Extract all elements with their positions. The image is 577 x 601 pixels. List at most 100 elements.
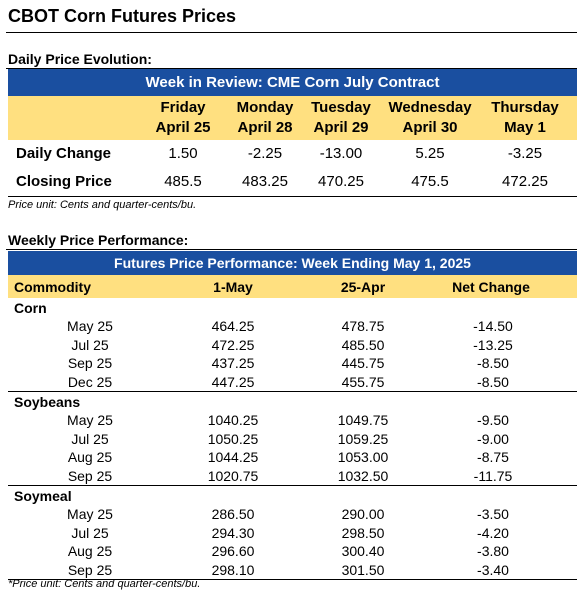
table-cell: 437.25 bbox=[211, 355, 255, 371]
table-cell: -3.40 bbox=[477, 561, 509, 578]
table-cell: 455.75 bbox=[341, 373, 385, 390]
day-header: Thursday May 1 bbox=[491, 99, 559, 136]
group-divider bbox=[8, 485, 577, 486]
daily-table-banner: Week in Review: CME Corn July Contract bbox=[8, 69, 577, 96]
weekly-table-banner: Futures Price Performance: Week Ending M… bbox=[8, 251, 577, 275]
table-row: Jul 25 1050.25 1059.25 -9.00 bbox=[8, 430, 577, 449]
table-cell: -2.25 bbox=[247, 145, 283, 162]
weekly-section-label: Weekly Price Performance: bbox=[8, 232, 189, 248]
table-cell: 5.25 bbox=[415, 145, 445, 162]
title-divider bbox=[6, 32, 577, 33]
table-cell: 286.50 bbox=[211, 506, 255, 522]
table-cell: -8.75 bbox=[477, 449, 509, 465]
daily-change-row: Daily Change 1.50 -2.25 -13.00 5.25 -3.2… bbox=[8, 140, 577, 168]
table-cell: -13.00 bbox=[319, 145, 363, 162]
table-cell: -3.50 bbox=[477, 506, 509, 522]
table-cell: -4.20 bbox=[477, 524, 509, 541]
day-header: Tuesday April 29 bbox=[311, 99, 371, 136]
day-header: Monday April 28 bbox=[236, 99, 294, 136]
table-cell: 1053.00 bbox=[337, 449, 389, 465]
table-cell: Sep 25 bbox=[67, 467, 113, 484]
table-cell: 296.60 bbox=[211, 543, 255, 559]
page-title: CBOT Corn Futures Prices bbox=[8, 6, 237, 26]
table-cell: 445.75 bbox=[341, 355, 385, 371]
table-cell: -13.25 bbox=[473, 336, 513, 353]
table-cell: -9.00 bbox=[477, 430, 509, 447]
table-cell: -3.25 bbox=[507, 145, 543, 162]
table-row: Sep 25 1020.75 1032.50 -11.75 bbox=[8, 467, 577, 486]
group-label-corn: Corn bbox=[14, 300, 47, 316]
daily-price-table: Week in Review: CME Corn July Contract F… bbox=[8, 69, 577, 197]
table-cell: 472.25 bbox=[502, 173, 548, 190]
table-cell: 447.25 bbox=[211, 373, 255, 390]
table-row: Sep 25 437.25 445.75 -8.50 bbox=[8, 354, 577, 373]
daily-section-divider bbox=[6, 68, 577, 69]
weekly-price-unit-note: *Price unit: Cents and quarter-cents/bu. bbox=[8, 578, 201, 590]
table-cell: 1.50 bbox=[168, 145, 198, 162]
daily-section-label: Daily Price Evolution: bbox=[8, 51, 152, 67]
table-cell: 1044.25 bbox=[207, 449, 259, 465]
table-cell: -3.80 bbox=[477, 543, 509, 559]
group-label-soybeans: Soybeans bbox=[14, 394, 81, 410]
table-row: Jul 25 472.25 485.50 -13.25 bbox=[8, 336, 577, 355]
table-cell: 301.50 bbox=[341, 561, 385, 578]
table-cell: -9.50 bbox=[477, 412, 509, 428]
table-cell: 483.25 bbox=[242, 173, 288, 190]
table-cell: 1040.25 bbox=[207, 412, 259, 428]
table-bottom-rule bbox=[8, 579, 577, 580]
table-cell: 470.25 bbox=[318, 173, 364, 190]
table-cell: May 25 bbox=[67, 506, 113, 522]
table-cell: Sep 25 bbox=[67, 355, 113, 371]
table-row: May 25 286.50 290.00 -3.50 bbox=[8, 505, 577, 524]
table-cell: 290.00 bbox=[341, 506, 385, 522]
table-cell: -14.50 bbox=[473, 318, 513, 334]
table-cell: 464.25 bbox=[211, 318, 255, 334]
table-cell: 298.50 bbox=[341, 524, 385, 541]
table-cell: -11.75 bbox=[473, 467, 513, 484]
table-row: Aug 25 296.60 300.40 -3.80 bbox=[8, 542, 577, 561]
table-cell: 1049.75 bbox=[337, 412, 389, 428]
weekly-performance-table: Futures Price Performance: Week Ending M… bbox=[8, 251, 577, 580]
table-cell: 1059.25 bbox=[337, 430, 389, 447]
table-cell: Dec 25 bbox=[67, 373, 113, 390]
table-cell: Aug 25 bbox=[67, 543, 113, 559]
day-header: Friday April 25 bbox=[155, 99, 211, 136]
table-cell: Aug 25 bbox=[67, 449, 113, 465]
table-cell: 485.50 bbox=[341, 336, 385, 353]
table-cell: May 25 bbox=[67, 412, 113, 428]
table-cell: 485.5 bbox=[164, 173, 202, 190]
table-cell: 300.40 bbox=[341, 543, 385, 559]
weekly-table-header: Commodity 1-May 25-Apr Net Change bbox=[8, 275, 577, 298]
column-header: Net Change bbox=[452, 279, 530, 295]
table-cell: -8.50 bbox=[477, 355, 509, 371]
table-row: Dec 25 447.25 455.75 -8.50 bbox=[8, 373, 577, 392]
daily-table-header: Friday April 25 Monday April 28 Tuesday … bbox=[8, 96, 577, 140]
group-label-soymeal: Soymeal bbox=[14, 488, 72, 504]
table-cell: Sep 25 bbox=[67, 561, 113, 578]
table-cell: Jul 25 bbox=[71, 430, 109, 447]
closing-price-row: Closing Price 485.5 483.25 470.25 475.5 … bbox=[8, 168, 577, 196]
table-row: May 25 464.25 478.75 -14.50 bbox=[8, 317, 577, 336]
table-cell: Jul 25 bbox=[71, 524, 109, 541]
table-cell: 298.10 bbox=[211, 561, 255, 578]
table-cell: 478.75 bbox=[341, 318, 385, 334]
table-cell: 475.5 bbox=[411, 173, 449, 190]
column-header: 1-May bbox=[213, 279, 253, 295]
row-label: Closing Price bbox=[16, 173, 112, 190]
table-row: Jul 25 294.30 298.50 -4.20 bbox=[8, 524, 577, 543]
table-row: May 25 1040.25 1049.75 -9.50 bbox=[8, 411, 577, 430]
group-divider bbox=[8, 391, 577, 392]
table-row: Sep 25 298.10 301.50 -3.40 bbox=[8, 561, 577, 580]
table-cell: 1032.50 bbox=[337, 467, 389, 484]
weekly-section-divider bbox=[6, 249, 577, 250]
column-header: Commodity bbox=[14, 279, 91, 295]
table-cell: 472.25 bbox=[211, 336, 255, 353]
table-cell: May 25 bbox=[67, 318, 113, 334]
table-row: Aug 25 1044.25 1053.00 -8.75 bbox=[8, 448, 577, 467]
table-cell: 1020.75 bbox=[207, 467, 259, 484]
column-header: 25-Apr bbox=[340, 279, 386, 295]
table-cell: Jul 25 bbox=[71, 336, 109, 353]
daily-price-unit-note: Price unit: Cents and quarter-cents/bu. bbox=[8, 199, 197, 211]
table-bottom-rule bbox=[8, 196, 577, 197]
table-cell: 1050.25 bbox=[207, 430, 259, 447]
